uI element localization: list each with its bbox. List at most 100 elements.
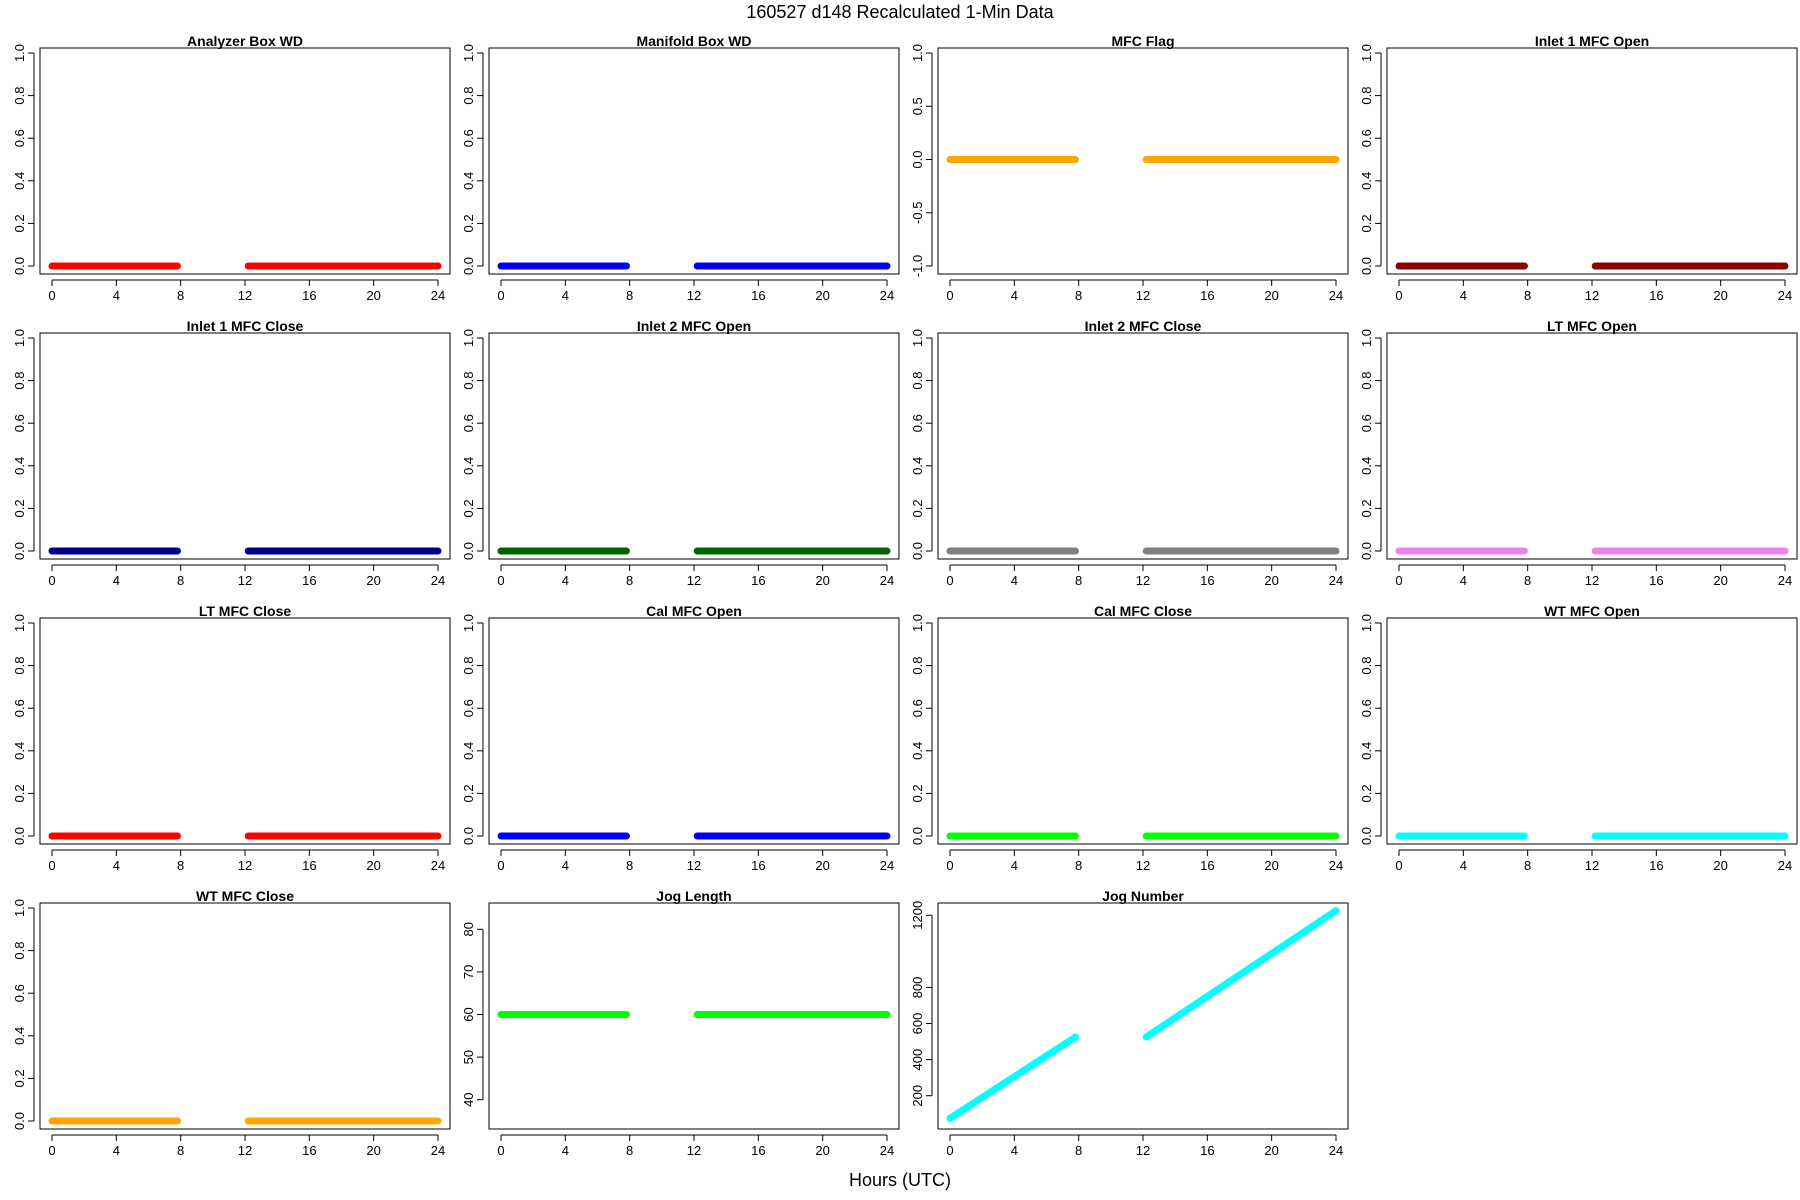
x-tick-label: 4	[1011, 288, 1018, 303]
x-tick-label: 0	[48, 288, 55, 303]
x-tick-label: 12	[1585, 858, 1599, 873]
plot-frame	[488, 617, 900, 845]
y-tick-label: 0.0	[12, 542, 27, 560]
chart-panel: Analyzer Box WD 0 4 8 12 16 20 24 0.0 0.2 0.4 0.6 0.…	[12, 33, 451, 303]
y-tick-label: 0.8	[461, 87, 476, 105]
chart-title: Jog Length	[656, 888, 731, 904]
y-tick-label: 0.6	[461, 699, 476, 717]
y-tick-label: 0.2	[1359, 214, 1374, 232]
y-tick-label: 0.2	[910, 784, 925, 802]
x-tick-label: 12	[1136, 288, 1150, 303]
y-tick-label: 0.6	[1359, 129, 1374, 147]
x-tick-label: 16	[302, 858, 316, 873]
x-axis-label: Hours (UTC)	[849, 1170, 951, 1190]
x-tick-label: 24	[1778, 858, 1792, 873]
x-tick-label: 20	[815, 1143, 829, 1158]
y-tick-label: 0.6	[12, 129, 27, 147]
x-tick-label: 4	[1011, 573, 1018, 588]
x-tick-label: 16	[1649, 288, 1663, 303]
y-tick-label: 0.6	[461, 129, 476, 147]
y-tick-label: 0.2	[12, 214, 27, 232]
y-tick-label: 1.0	[12, 614, 27, 632]
y-tick-label: 0.2	[12, 1069, 27, 1087]
plot-frame	[1386, 47, 1798, 275]
x-tick-label: 12	[1585, 288, 1599, 303]
x-tick-label: 16	[1200, 288, 1214, 303]
x-tick-label: 0	[48, 858, 55, 873]
y-tick-label: 0.6	[910, 699, 925, 717]
y-tick-label: 0.8	[1359, 87, 1374, 105]
x-tick-label: 16	[302, 288, 316, 303]
plot-frame	[488, 47, 900, 275]
y-tick-label: 800	[910, 977, 925, 999]
y-tick-label: 0.0	[461, 542, 476, 560]
y-tick-label: 0.2	[910, 499, 925, 517]
plot-frame	[39, 47, 451, 275]
chart-title: LT MFC Open	[1547, 318, 1637, 334]
x-tick-label: 4	[113, 1143, 120, 1158]
x-tick-label: 16	[1200, 573, 1214, 588]
y-tick-label: 0.2	[1359, 499, 1374, 517]
y-tick-label: 0.4	[12, 457, 27, 475]
y-tick-label: 0.6	[12, 414, 27, 432]
chart-title: Inlet 1 MFC Close	[187, 318, 304, 334]
y-tick-label: 80	[461, 922, 476, 936]
y-tick-label: 0.2	[12, 784, 27, 802]
y-tick-label: 0.4	[1359, 457, 1374, 475]
x-tick-label: 4	[562, 858, 569, 873]
x-tick-label: 0	[1395, 573, 1402, 588]
y-tick-label: 0.8	[461, 372, 476, 390]
y-tick-label: 0.2	[12, 499, 27, 517]
y-tick-label: 0.6	[910, 414, 925, 432]
x-tick-label: 4	[1460, 573, 1467, 588]
y-tick-label: 0.4	[12, 1027, 27, 1045]
x-tick-label: 20	[366, 1143, 380, 1158]
y-tick-label: 1.0	[461, 44, 476, 62]
y-tick-label: 0.4	[910, 742, 925, 760]
x-tick-label: 16	[302, 573, 316, 588]
x-tick-label: 8	[1075, 573, 1082, 588]
y-tick-label: 0.0	[910, 542, 925, 560]
x-tick-label: 4	[1011, 858, 1018, 873]
x-tick-label: 20	[1713, 288, 1727, 303]
x-tick-label: 20	[815, 573, 829, 588]
x-tick-label: 4	[1460, 858, 1467, 873]
x-tick-label: 20	[1713, 573, 1727, 588]
x-tick-label: 16	[1200, 1143, 1214, 1158]
y-tick-label: 0.4	[1359, 742, 1374, 760]
y-tick-label: 0.8	[12, 87, 27, 105]
x-tick-label: 0	[48, 1143, 55, 1158]
y-tick-label: 0.0	[1359, 827, 1374, 845]
x-tick-label: 0	[48, 573, 55, 588]
chart-panel: WT MFC Open 0 4 8 12 16 20 24 0.0 0.2 0.4 0.6 0.8 1.0	[1359, 603, 1798, 873]
y-tick-label: 60	[461, 1007, 476, 1021]
x-tick-label: 0	[946, 573, 953, 588]
chart-panel: Cal MFC Close 0 4 8 12 16 20 24 0.0 0.2 0.4 0.6 0.8 1…	[910, 603, 1349, 873]
plot-frame	[39, 332, 451, 560]
y-tick-label: 0.8	[910, 372, 925, 390]
x-tick-label: 0	[497, 288, 504, 303]
page-title: 160527 d148 Recalculated 1-Min Data	[746, 2, 1054, 22]
x-tick-label: 12	[238, 1143, 252, 1158]
x-tick-label: 20	[1264, 858, 1278, 873]
y-tick-label: 1200	[910, 901, 925, 930]
y-tick-label: 0.2	[461, 214, 476, 232]
y-tick-label: 70	[461, 965, 476, 979]
x-tick-label: 12	[687, 858, 701, 873]
x-tick-label: 0	[1395, 858, 1402, 873]
y-tick-label: 1.0	[1359, 44, 1374, 62]
x-tick-label: 8	[626, 288, 633, 303]
y-tick-label: 50	[461, 1050, 476, 1064]
x-tick-label: 24	[1329, 1143, 1343, 1158]
plot-frame	[488, 332, 900, 560]
x-tick-label: 8	[1075, 288, 1082, 303]
chart-title: WT MFC Open	[1544, 603, 1640, 619]
chart-title: WT MFC Close	[196, 888, 294, 904]
x-tick-label: 8	[626, 573, 633, 588]
x-tick-label: 4	[562, 573, 569, 588]
plot-frame	[1386, 617, 1798, 845]
chart-title: Analyzer Box WD	[187, 33, 303, 49]
chart-title: LT MFC Close	[199, 603, 292, 619]
chart-panel: MFC Flag 0 4 8 12 16 20 24 -1.0 -0.5 0.0 0.5 1.0	[910, 33, 1349, 303]
y-tick-label: 0.0	[1359, 542, 1374, 560]
